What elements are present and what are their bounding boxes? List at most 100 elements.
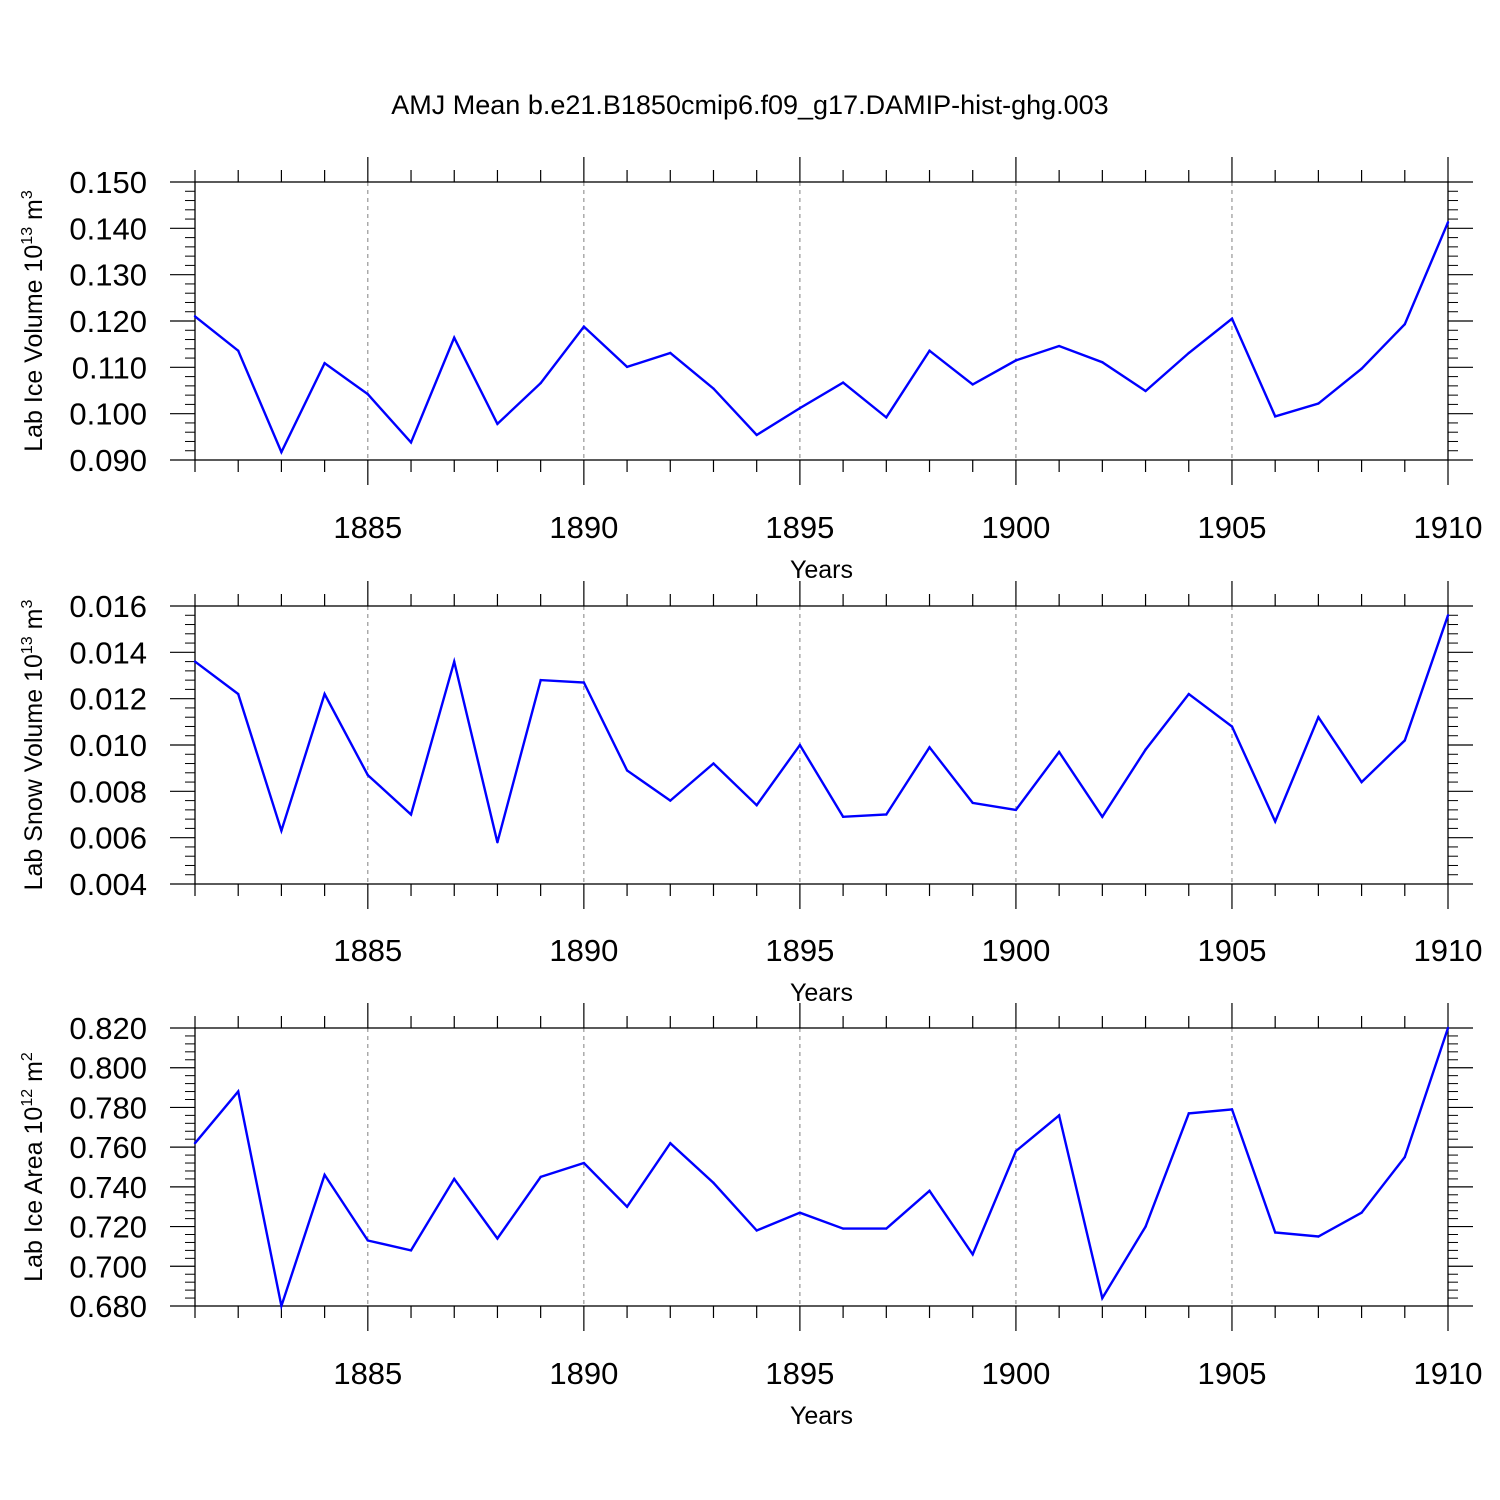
panel1-data-point bbox=[669, 351, 672, 355]
panel1-x-tick-label: 1895 bbox=[765, 510, 834, 545]
panel1-data-point bbox=[1317, 402, 1320, 405]
panel3-data-point bbox=[409, 1249, 413, 1252]
panel1-data-point bbox=[1101, 361, 1104, 364]
panel2-x-tick-label: 1885 bbox=[333, 933, 402, 968]
panel2-data-point bbox=[625, 769, 629, 772]
panel1-data-point bbox=[625, 365, 629, 369]
panel1-data-point bbox=[1403, 323, 1406, 326]
panel1-plot-frame bbox=[194, 181, 1449, 461]
panel2-y-axis-title-part: Lab Snow Volume 10 bbox=[20, 654, 48, 890]
panel3-y-tick-label: 0.820 bbox=[69, 1011, 147, 1046]
panel3-data-point bbox=[193, 1141, 197, 1145]
panel1-data-point bbox=[366, 393, 370, 396]
panel1-y-axis-title-part: 13 bbox=[19, 227, 36, 245]
panel2-y-tick-label: 0.014 bbox=[69, 635, 147, 670]
panel1-data-point bbox=[712, 387, 715, 390]
panel3-x-tick-label: 1890 bbox=[549, 1356, 618, 1391]
panel1-x-tick-label: 1885 bbox=[333, 510, 402, 545]
panel3-data-point bbox=[453, 1177, 456, 1181]
panel1-y-tick-label: 0.090 bbox=[69, 443, 147, 478]
panel2-x-tick-label: 1900 bbox=[981, 933, 1050, 968]
panel1-data-point bbox=[193, 315, 197, 318]
panel2-data-point bbox=[885, 813, 888, 816]
panel1-data-point bbox=[280, 450, 283, 454]
panel3-y-axis-title-part: 2 bbox=[19, 1052, 36, 1061]
panel2-x-axis-title: Years bbox=[790, 979, 853, 1007]
panel1-x-tick-label: 1890 bbox=[549, 510, 618, 545]
panel3-y-tick-label: 0.680 bbox=[69, 1289, 147, 1324]
panel1-data-point bbox=[453, 336, 456, 339]
panel3-data-point bbox=[582, 1161, 586, 1165]
panel3-data-point bbox=[539, 1175, 542, 1179]
panel1-data-point bbox=[971, 383, 974, 386]
panel2-y-axis-title-part: 3 bbox=[19, 600, 36, 609]
panel3-data-point bbox=[1187, 1112, 1190, 1115]
panel3-data-point bbox=[928, 1189, 931, 1193]
panel3-data-point bbox=[1014, 1149, 1018, 1153]
panel1-series-line bbox=[194, 221, 1450, 455]
panel1-data-point bbox=[885, 416, 888, 419]
panel2-data-point bbox=[1057, 750, 1061, 754]
panel3-data-point bbox=[885, 1227, 888, 1230]
panel2-data-point bbox=[1187, 692, 1190, 696]
panel2-data-point bbox=[496, 841, 499, 844]
panel2-data-point bbox=[798, 743, 802, 747]
panel1-data-point bbox=[928, 349, 931, 352]
panel3-data-point bbox=[1057, 1114, 1061, 1117]
panel2-plot-frame bbox=[194, 605, 1449, 885]
panel1-y-tick-label: 0.130 bbox=[69, 258, 147, 293]
panel1-x-axis-title: Years bbox=[790, 556, 853, 584]
panel1-data-point bbox=[323, 361, 326, 365]
panel1-data-point bbox=[1446, 221, 1450, 224]
panel2-data-point bbox=[928, 746, 931, 749]
panel1-data-point bbox=[755, 433, 758, 437]
panel1-data-point bbox=[409, 441, 413, 444]
panel3-y-axis-title-part: Lab Ice Area 10 bbox=[20, 1107, 48, 1282]
panel1-y-axis-title-part: 3 bbox=[19, 190, 36, 199]
panel3-plot-frame bbox=[194, 1027, 1449, 1307]
panel3-y-tick-label: 0.760 bbox=[69, 1130, 147, 1165]
panel2-y-tick-label: 0.004 bbox=[69, 867, 147, 902]
panel1-data-point bbox=[1230, 317, 1234, 320]
panel3-data-point bbox=[323, 1173, 326, 1177]
panel1-x-tick-label: 1910 bbox=[1414, 510, 1483, 545]
panel1-y-axis-title-part: Lab Ice Volume 10 bbox=[20, 245, 48, 452]
panel3-y-axis-title-part: 12 bbox=[19, 1089, 36, 1107]
panel3-data-point bbox=[1273, 1231, 1277, 1234]
panel3-y-tick-label: 0.780 bbox=[69, 1090, 147, 1125]
panel2-data-point bbox=[669, 799, 672, 802]
panel2-data-point bbox=[1144, 748, 1147, 751]
panel3-data-point bbox=[1144, 1225, 1147, 1228]
panel1-data-point bbox=[496, 422, 499, 426]
panel2-y-tick-label: 0.012 bbox=[69, 682, 147, 717]
panel2-y-axis-title-part: 13 bbox=[19, 636, 36, 654]
panel3-data-point bbox=[1230, 1108, 1234, 1111]
panel1-y-tick-label: 0.120 bbox=[69, 304, 147, 339]
panel1-data-point bbox=[1057, 344, 1061, 348]
panel3-data-point bbox=[971, 1253, 974, 1256]
panel1-data-point bbox=[798, 406, 802, 410]
panel2-x-tick-label: 1895 bbox=[765, 933, 834, 968]
panel3-series-line bbox=[194, 1027, 1450, 1311]
panel3-data-point bbox=[1403, 1155, 1406, 1159]
panel3-data-point bbox=[1317, 1235, 1320, 1238]
panel2-data-point bbox=[971, 801, 974, 805]
panel1-y-tick-label: 0.110 bbox=[72, 350, 147, 385]
panel1-data-point bbox=[1014, 359, 1018, 362]
panel2-data-point bbox=[1446, 614, 1450, 617]
panel2-data-point bbox=[1230, 725, 1234, 728]
panel3-x-axis-title: Years bbox=[790, 1402, 853, 1430]
panel2-x-tick-label: 1890 bbox=[549, 933, 618, 968]
panel1-x-tick-label: 1905 bbox=[1197, 510, 1266, 545]
panel1-y-tick-label: 0.150 bbox=[69, 165, 147, 200]
panel3-y-tick-label: 0.700 bbox=[69, 1249, 147, 1284]
panel3-data-point bbox=[237, 1090, 240, 1093]
panel3-y-tick-label: 0.740 bbox=[69, 1170, 147, 1205]
panel3-y-axis-title-part: m bbox=[20, 1061, 48, 1089]
panel3-data-point bbox=[755, 1229, 758, 1232]
panel2-data-point bbox=[1360, 780, 1363, 784]
panel2-y-tick-label: 0.006 bbox=[69, 821, 147, 856]
panel3-y-tick-label: 0.800 bbox=[69, 1051, 147, 1086]
panel3-data-point bbox=[1101, 1296, 1104, 1300]
panel2-y-tick-label: 0.010 bbox=[69, 728, 147, 763]
